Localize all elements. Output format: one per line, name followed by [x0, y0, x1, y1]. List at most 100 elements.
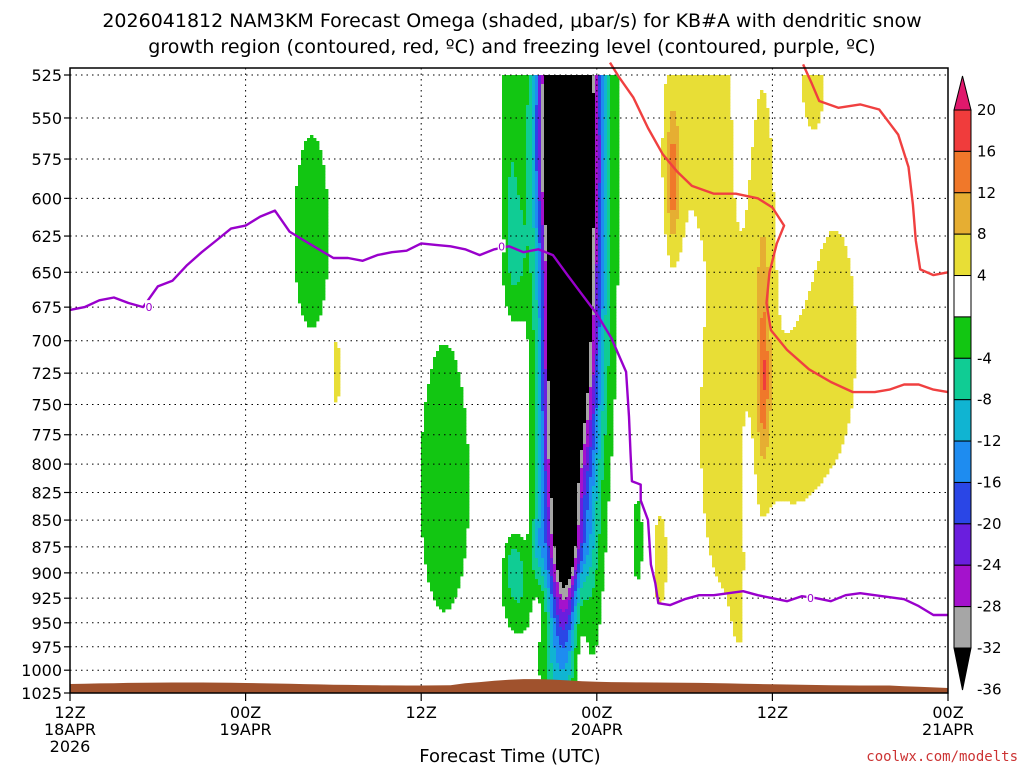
omega-cell — [574, 225, 578, 229]
omega-cell — [526, 144, 530, 148]
omega-cell — [733, 231, 737, 235]
omega-cell — [580, 267, 584, 271]
omega-cell — [769, 201, 773, 205]
omega-cell — [580, 150, 584, 154]
omega-cell — [670, 153, 674, 157]
omega-cell — [529, 123, 533, 127]
omega-cell — [580, 165, 584, 169]
omega-cell — [802, 81, 806, 85]
omega-cell — [571, 117, 575, 121]
omega-cell — [304, 174, 308, 178]
omega-cell — [727, 102, 731, 106]
omega-cell — [571, 231, 575, 235]
omega-cell — [532, 258, 536, 262]
omega-cell — [301, 240, 305, 244]
omega-cell — [805, 93, 809, 97]
omega-cell — [697, 96, 701, 100]
omega-cell — [700, 99, 704, 103]
omega-cell — [565, 84, 569, 88]
omega-cell — [559, 174, 563, 178]
omega-cell — [577, 261, 581, 265]
omega-cell — [727, 198, 731, 202]
omega-cell — [712, 84, 716, 88]
omega-cell — [586, 183, 590, 187]
omega-cell — [685, 165, 689, 169]
omega-cell — [319, 156, 323, 160]
omega-cell — [613, 99, 617, 103]
omega-cell — [589, 243, 593, 247]
omega-cell — [685, 204, 689, 208]
omega-cell — [568, 249, 572, 253]
omega-cell — [532, 138, 536, 142]
omega-cell — [322, 228, 326, 232]
omega-cell — [601, 141, 605, 145]
omega-cell — [562, 180, 566, 184]
omega-cell — [586, 177, 590, 181]
omega-cell — [676, 180, 680, 184]
omega-cell — [763, 189, 767, 193]
omega-cell — [766, 192, 770, 196]
omega-cell — [709, 123, 713, 127]
omega-cell — [322, 180, 326, 184]
omega-cell — [523, 210, 527, 214]
omega-cell — [724, 93, 728, 97]
omega-cell — [718, 147, 722, 151]
omega-cell — [562, 204, 566, 208]
omega-cell — [616, 252, 620, 256]
omega-cell — [562, 216, 566, 220]
omega-cell — [313, 255, 317, 259]
omega-cell — [718, 162, 722, 166]
omega-cell — [685, 105, 689, 109]
omega-cell — [307, 216, 311, 220]
omega-cell — [505, 78, 509, 82]
omega-cell — [607, 222, 611, 226]
omega-cell — [664, 180, 668, 184]
omega-cell — [604, 78, 608, 82]
omega-cell — [679, 219, 683, 223]
omega-cell — [580, 258, 584, 262]
omega-cell — [565, 141, 569, 145]
omega-cell — [724, 126, 728, 130]
omega-cell — [541, 177, 545, 181]
omega-cell — [685, 144, 689, 148]
omega-cell — [733, 225, 737, 229]
omega-cell — [595, 102, 599, 106]
omega-cell — [310, 252, 314, 256]
omega-cell — [595, 225, 599, 229]
omega-cell — [685, 201, 689, 205]
omega-cell — [703, 255, 707, 259]
omega-cell — [670, 108, 674, 112]
omega-cell — [691, 126, 695, 130]
omega-cell — [727, 153, 731, 157]
omega-cell — [613, 198, 617, 202]
omega-cell — [301, 201, 305, 205]
omega-cell — [709, 234, 713, 238]
omega-cell — [568, 144, 572, 148]
omega-cell — [721, 207, 725, 211]
omega-cell — [715, 204, 719, 208]
omega-cell — [712, 132, 716, 136]
omega-cell — [682, 93, 686, 97]
omega-cell — [520, 111, 524, 115]
omega-cell — [829, 255, 833, 259]
omega-cell — [544, 138, 548, 142]
omega-cell — [616, 120, 620, 124]
omega-cell — [580, 252, 584, 256]
omega-cell — [730, 216, 734, 220]
omega-cell — [838, 252, 842, 256]
omega-cell — [670, 246, 674, 250]
omega-cell — [712, 249, 716, 253]
omega-cell — [502, 171, 506, 175]
omega-cell — [832, 258, 836, 262]
omega-cell — [592, 267, 596, 271]
omega-cell — [310, 237, 314, 241]
omega-cell — [769, 159, 773, 163]
omega-cell — [547, 249, 551, 253]
omega-cell — [772, 219, 776, 223]
omega-cell — [574, 243, 578, 247]
omega-cell — [322, 240, 326, 244]
omega-cell — [601, 138, 605, 142]
omega-cell — [613, 180, 617, 184]
omega-cell — [700, 120, 704, 124]
omega-cell — [562, 84, 566, 88]
